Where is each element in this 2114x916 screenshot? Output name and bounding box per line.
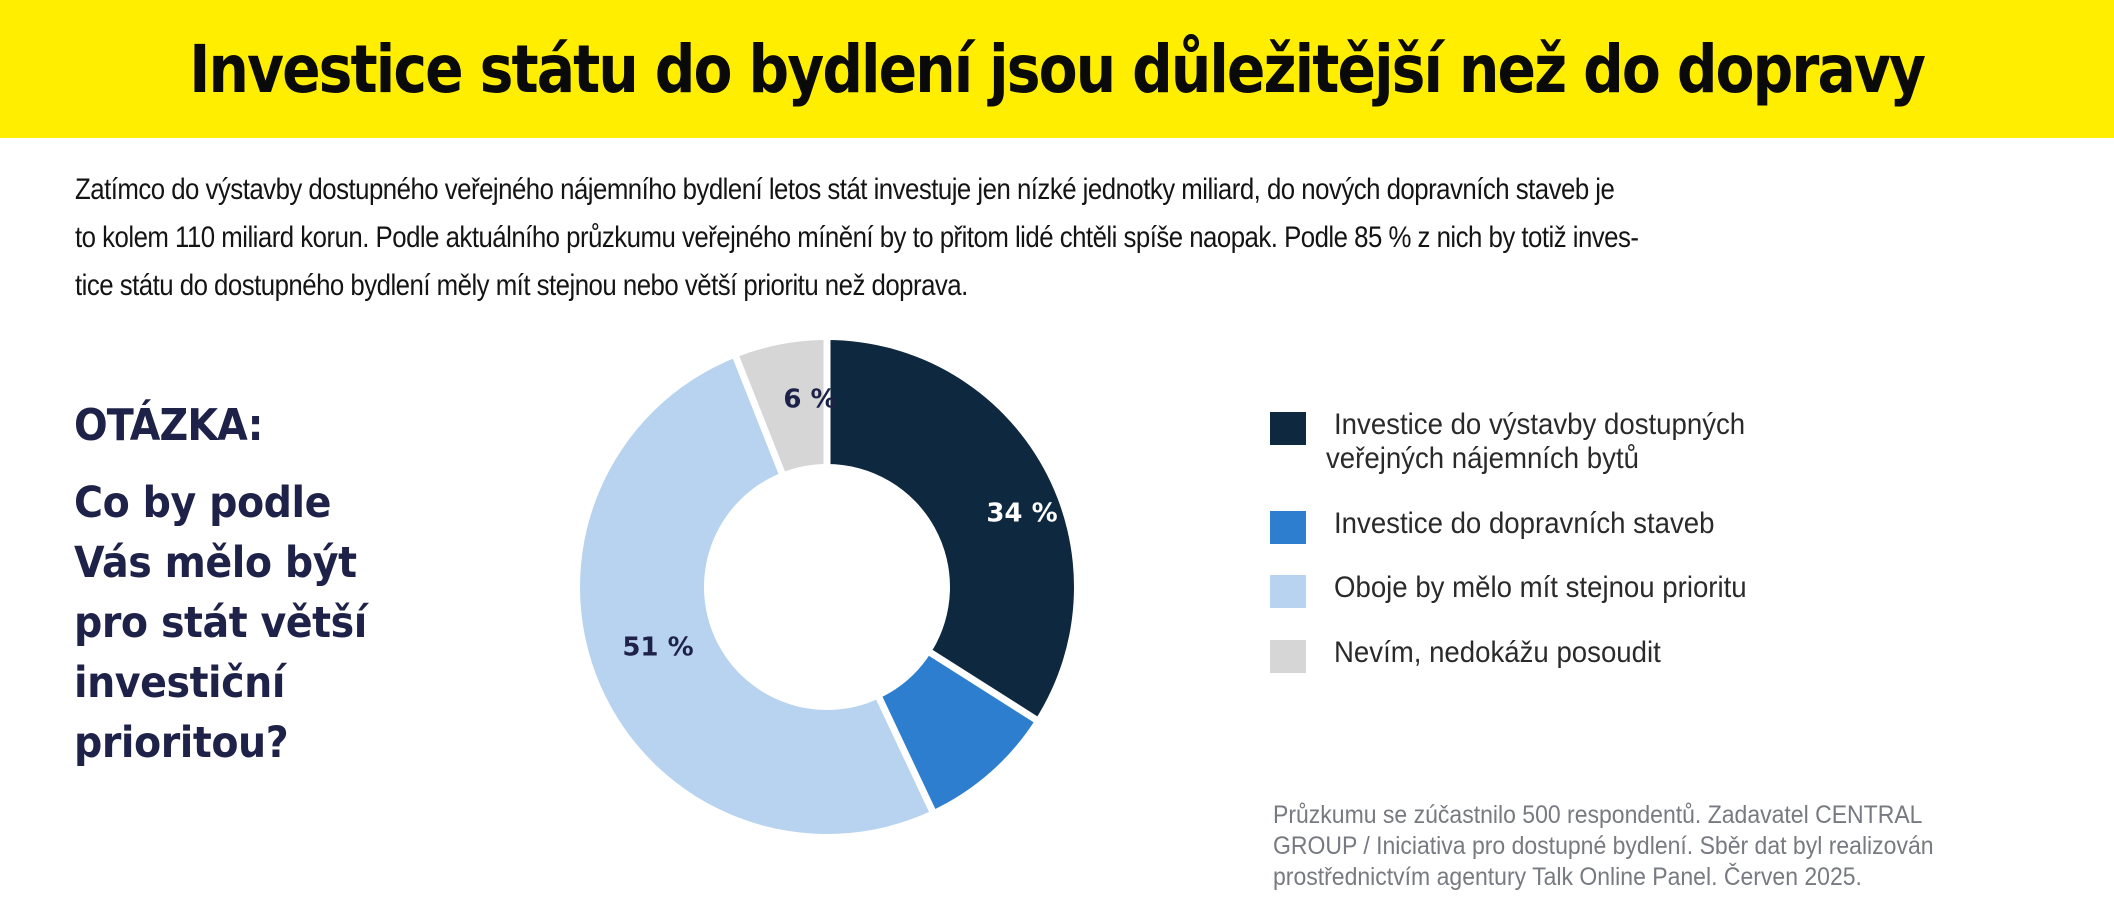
question-label: OTÁZKA:: [74, 400, 263, 451]
lead-line: tice státu do dostupného bydlení měly mí…: [75, 269, 968, 302]
legend-swatch: [1270, 412, 1306, 445]
legend-label: Investice do výstavby dostupných veřejný…: [1326, 408, 1781, 476]
slice-separator: [875, 694, 937, 814]
legend-swatch: [1270, 575, 1306, 608]
legend-label-line: Investice do výstavby dostupných: [1334, 408, 1746, 441]
legend-swatch: [1270, 640, 1306, 673]
legend-label-line: Investice do dopravních staveb: [1334, 507, 1715, 540]
donut-slice: [579, 357, 933, 835]
legend-label-line: Nevím, nedokážu posoudit: [1334, 636, 1661, 669]
page-title: Investice státu do bydlení jsou důležitě…: [189, 30, 1927, 108]
survey-question: OTÁZKA: Co by podle Vás mělo být pro stá…: [74, 400, 434, 773]
question-line: Co by podle: [74, 478, 332, 528]
legend-label-line: Oboje by mělo mít stejnou prioritu: [1334, 571, 1747, 604]
footnote-line: GROUP / Iniciativa pro dostupné bydlení.…: [1273, 832, 1934, 860]
lead-line: Zatímco do výstavby dostupného veřejného…: [75, 173, 1615, 206]
legend-swatch: [1270, 511, 1306, 544]
question-text: Co by podle Vás mělo být pro stát větší …: [74, 473, 434, 773]
lead-line: to kolem 110 miliard korun. Podle aktuál…: [75, 221, 1639, 254]
donut-slice: [736, 340, 827, 473]
donut-slice: [879, 652, 1036, 811]
legend-item-transport: Investice do dopravních staveb: [1270, 507, 1748, 544]
legend-item-dont-know: Nevím, nedokážu posoudit: [1270, 636, 1689, 673]
footnote-line: Průzkumu se zúčastnilo 500 respondentů. …: [1273, 801, 1923, 829]
donut-slice: [827, 340, 1074, 720]
legend-item-housing: Investice do výstavby dostupných veřejný…: [1270, 408, 1781, 476]
legend-label: Nevím, nedokážu posoudit: [1334, 636, 1689, 670]
legend-item-both: Oboje by mělo mít stejnou prioritu: [1270, 571, 1783, 608]
source-footnote: Průzkumu se zúčastnilo 500 respondentů. …: [1273, 800, 2073, 893]
question-line: investiční: [74, 658, 285, 708]
slice-value-label: 6 %: [783, 385, 836, 415]
question-line: prioritou?: [74, 718, 289, 768]
question-line: pro stát větší: [74, 598, 367, 648]
title-banner: Investice státu do bydlení jsou důležitě…: [0, 0, 2114, 138]
question-line: Vás mělo být: [74, 538, 357, 588]
slice-separator: [927, 648, 1040, 724]
lead-paragraph: Zatímco do výstavby dostupného veřejného…: [75, 166, 2055, 310]
footnote-line: prostřednictvím agentury Talk Online Pan…: [1273, 863, 1862, 891]
legend-label: Investice do dopravních staveb: [1334, 507, 1748, 541]
legend-label: Oboje by mělo mít stejnou prioritu: [1334, 571, 1783, 605]
slice-value-label: 34 %: [986, 499, 1057, 529]
slice-separator: [732, 354, 786, 476]
slice-value-label: 51 %: [622, 633, 693, 663]
legend-label-line: veřejných nájemních bytů: [1326, 442, 1639, 475]
